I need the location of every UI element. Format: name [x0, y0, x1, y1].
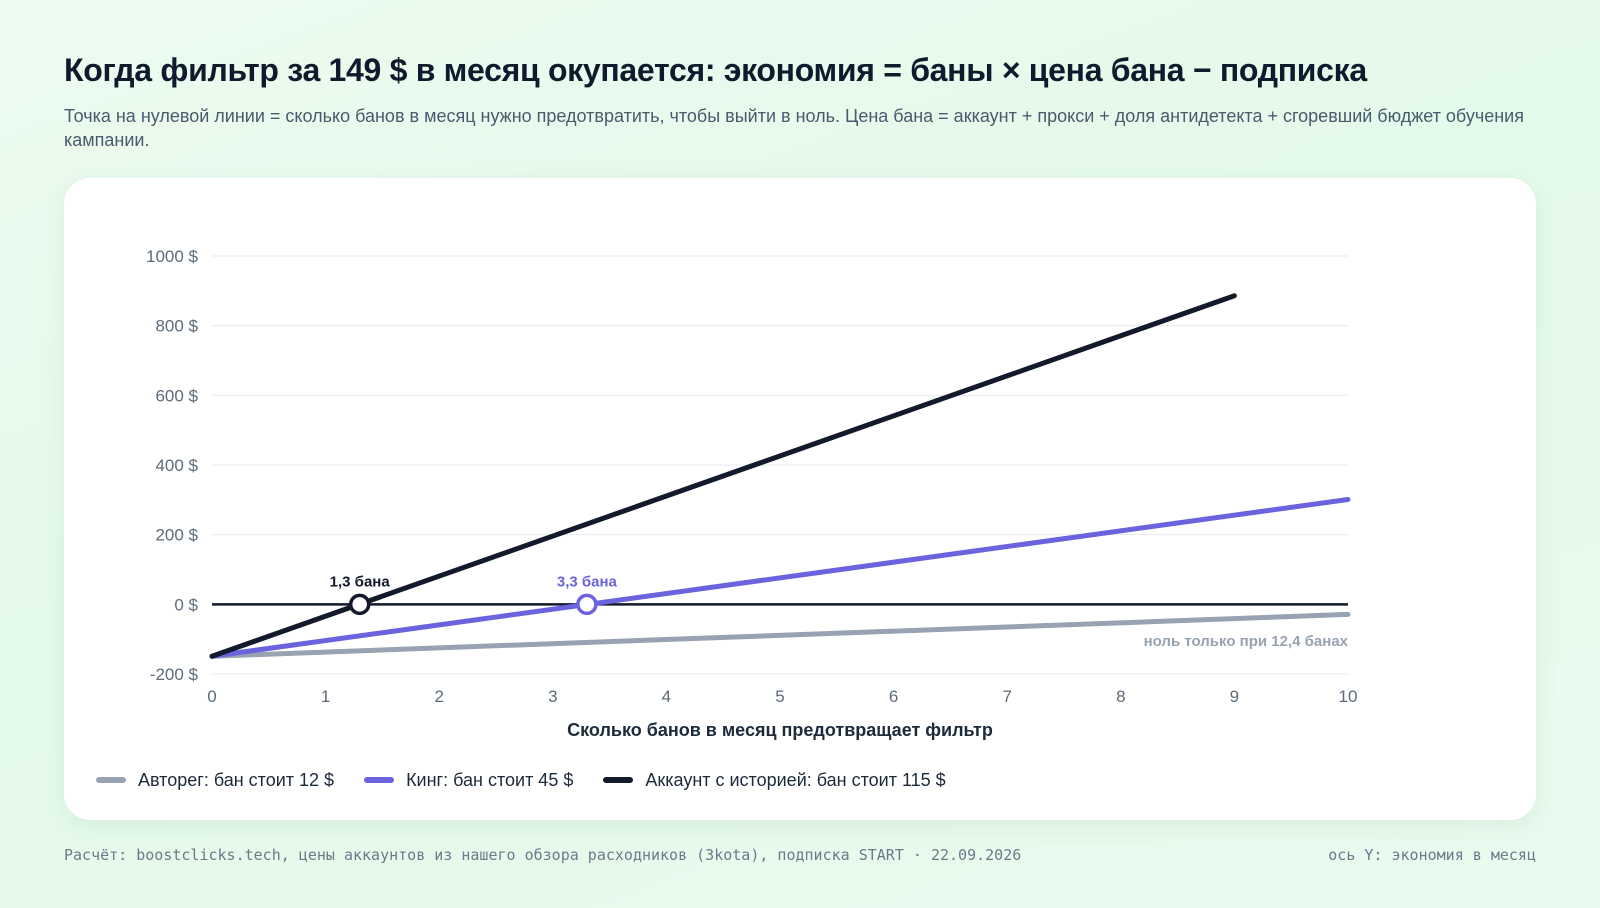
x-tick-label: 2: [434, 687, 443, 706]
y-tick-label: 0 $: [174, 595, 198, 614]
y-tick-label: 200 $: [155, 526, 198, 545]
series-line-2: [209, 496, 1351, 659]
x-tick-label: 1: [321, 687, 330, 706]
y-tick-label: 1000 $: [146, 247, 199, 266]
series-line-1: [209, 611, 1351, 659]
x-tick-label: 9: [1230, 687, 1239, 706]
break-even-label: 1,3 бана: [330, 573, 391, 590]
x-tick-label: 5: [775, 687, 784, 706]
chart-legend: Авторег: бан стоит 12 $ Кинг: бан стоит 4…: [96, 768, 946, 792]
break-even-marker: [348, 593, 371, 616]
break-even-marker: [576, 593, 598, 616]
legend-label: Аккаунт с историей: бан стоит 115 $: [645, 769, 946, 790]
y-tick-label: -200 $: [150, 665, 199, 684]
y-tick-label: 800 $: [155, 317, 198, 336]
chart-title: Когда фильтр за 149 $ в месяц окупается:…: [64, 52, 1367, 88]
legend-swatch: [364, 777, 395, 783]
x-tick-label: 0: [207, 687, 216, 706]
legend-item: Аккаунт с историей: бан стоит 115 $: [603, 769, 946, 791]
x-tick-label: 10: [1339, 687, 1358, 706]
x-tick-label: 4: [662, 687, 671, 706]
legend-item: Кинг: бан стоит 45 $: [364, 770, 573, 791]
chart-card: 1000 $ 800 $ 600 $ 400 $ 200 $ 0 $ -200 $ 0 1 2 3 4…: [64, 178, 1536, 820]
x-tick-label: 8: [1116, 687, 1125, 706]
break-even-label: 3,3 бана: [557, 573, 618, 590]
series-line-3: [209, 293, 1237, 659]
source-note: Расчёт: boostclicks.tech, цены аккаунтов…: [64, 846, 1022, 864]
legend-swatch: [603, 777, 634, 783]
y-tick-label: 600 $: [155, 386, 198, 405]
chart-subtitle: Точка на нулевой линии = сколько банов в…: [64, 106, 1524, 150]
legend-swatch: [96, 777, 126, 783]
x-tick-label: 7: [1002, 687, 1011, 706]
series-note-label: ноль только при 12,4 банах: [1144, 633, 1349, 650]
legend-label: Авторег: бан стоит 12 $: [138, 769, 335, 790]
x-tick-label: 6: [889, 687, 898, 706]
y-tick-label: 400 $: [155, 456, 198, 475]
legend-item: Авторег: бан стоит 12 $: [96, 770, 334, 791]
axis-note: ось Y: экономия в месяц: [1328, 846, 1536, 864]
x-tick-label: 3: [548, 687, 557, 706]
line-chart: 1000 $ 800 $ 600 $ 400 $ 200 $ 0 $ -200 $ 0 1 2 3 4…: [146, 247, 1358, 740]
legend-label: Кинг: бан стоит 45 $: [406, 769, 574, 790]
x-axis-label: Сколько банов в месяц предотвращает филь…: [567, 720, 993, 740]
